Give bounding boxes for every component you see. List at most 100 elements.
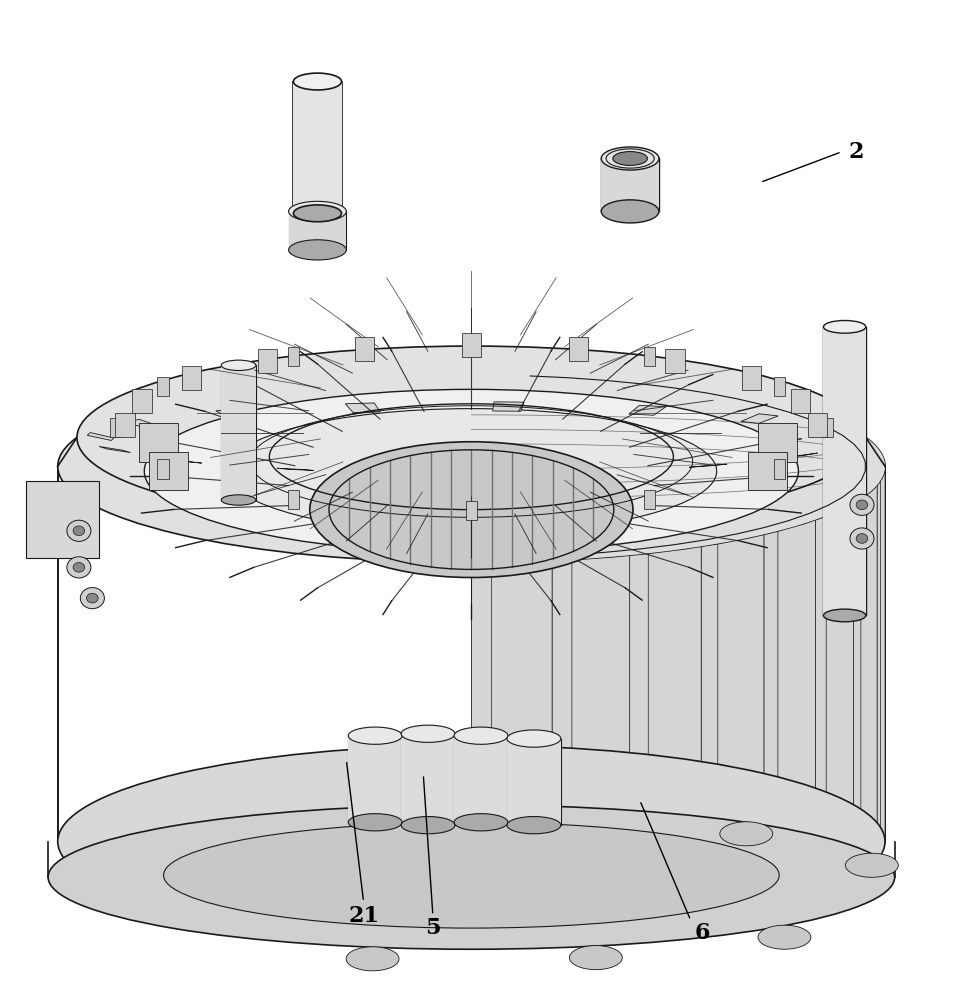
Polygon shape [823,327,865,615]
Polygon shape [164,459,202,463]
Ellipse shape [506,730,560,747]
Ellipse shape [67,520,91,541]
Polygon shape [221,365,256,500]
Polygon shape [879,452,884,842]
Polygon shape [790,389,809,413]
Ellipse shape [288,240,346,260]
FancyBboxPatch shape [465,501,477,520]
Polygon shape [568,337,587,361]
Polygon shape [355,337,374,361]
Ellipse shape [719,822,772,846]
FancyBboxPatch shape [287,490,299,509]
Polygon shape [807,413,826,437]
Polygon shape [741,366,760,390]
Polygon shape [552,557,610,936]
Polygon shape [876,471,883,860]
Polygon shape [506,739,560,825]
FancyBboxPatch shape [821,418,832,437]
Text: 6: 6 [694,922,709,944]
Polygon shape [277,468,313,470]
Ellipse shape [288,201,346,222]
Polygon shape [688,464,727,467]
Ellipse shape [309,442,632,577]
Ellipse shape [401,817,455,834]
Polygon shape [740,414,777,423]
Ellipse shape [81,588,105,609]
Text: 21: 21 [348,905,379,927]
Polygon shape [293,82,341,213]
Ellipse shape [58,745,884,938]
Polygon shape [763,524,802,910]
Polygon shape [401,734,455,825]
Ellipse shape [293,73,341,90]
Polygon shape [757,423,796,462]
Ellipse shape [601,200,658,223]
Ellipse shape [401,725,455,742]
FancyBboxPatch shape [110,418,121,437]
Ellipse shape [850,528,873,549]
Polygon shape [149,452,187,490]
Polygon shape [491,370,552,747]
Ellipse shape [48,805,894,949]
Ellipse shape [845,853,898,877]
Polygon shape [461,333,480,357]
Ellipse shape [601,147,658,170]
Ellipse shape [348,814,402,831]
Polygon shape [133,389,152,413]
FancyBboxPatch shape [773,377,784,396]
Polygon shape [815,507,845,895]
Polygon shape [628,405,665,415]
Ellipse shape [58,370,884,563]
Polygon shape [665,349,684,373]
Polygon shape [701,538,749,921]
Polygon shape [827,440,854,447]
Ellipse shape [569,946,622,970]
FancyBboxPatch shape [465,336,477,355]
Polygon shape [471,561,531,938]
Ellipse shape [823,320,865,333]
Polygon shape [139,423,178,462]
Ellipse shape [144,389,798,553]
Polygon shape [860,434,876,823]
Ellipse shape [67,557,91,578]
Ellipse shape [855,500,867,510]
FancyBboxPatch shape [643,490,654,509]
Ellipse shape [612,152,647,165]
Polygon shape [26,481,99,558]
Ellipse shape [348,727,402,744]
Ellipse shape [454,814,507,831]
Polygon shape [454,736,507,822]
Ellipse shape [823,609,865,622]
Polygon shape [562,471,597,473]
Polygon shape [629,549,683,930]
Ellipse shape [73,563,85,572]
Polygon shape [288,211,346,250]
Polygon shape [215,409,254,419]
Ellipse shape [855,534,867,543]
Polygon shape [471,370,884,938]
Ellipse shape [163,822,778,928]
Ellipse shape [757,925,810,949]
Polygon shape [87,433,114,440]
Ellipse shape [221,495,256,505]
Ellipse shape [77,346,865,529]
Ellipse shape [454,727,507,744]
Ellipse shape [86,593,98,603]
Ellipse shape [346,947,399,971]
FancyBboxPatch shape [287,347,299,366]
Polygon shape [717,389,763,773]
FancyBboxPatch shape [158,459,169,479]
Polygon shape [825,417,852,805]
Ellipse shape [73,526,85,536]
Ellipse shape [293,205,341,222]
Polygon shape [571,373,629,753]
Polygon shape [777,402,815,788]
Polygon shape [115,413,135,437]
Polygon shape [258,349,277,373]
Polygon shape [125,419,160,429]
Ellipse shape [850,494,873,515]
Ellipse shape [226,409,716,534]
Polygon shape [601,158,658,211]
Polygon shape [748,452,786,490]
Ellipse shape [506,817,560,834]
